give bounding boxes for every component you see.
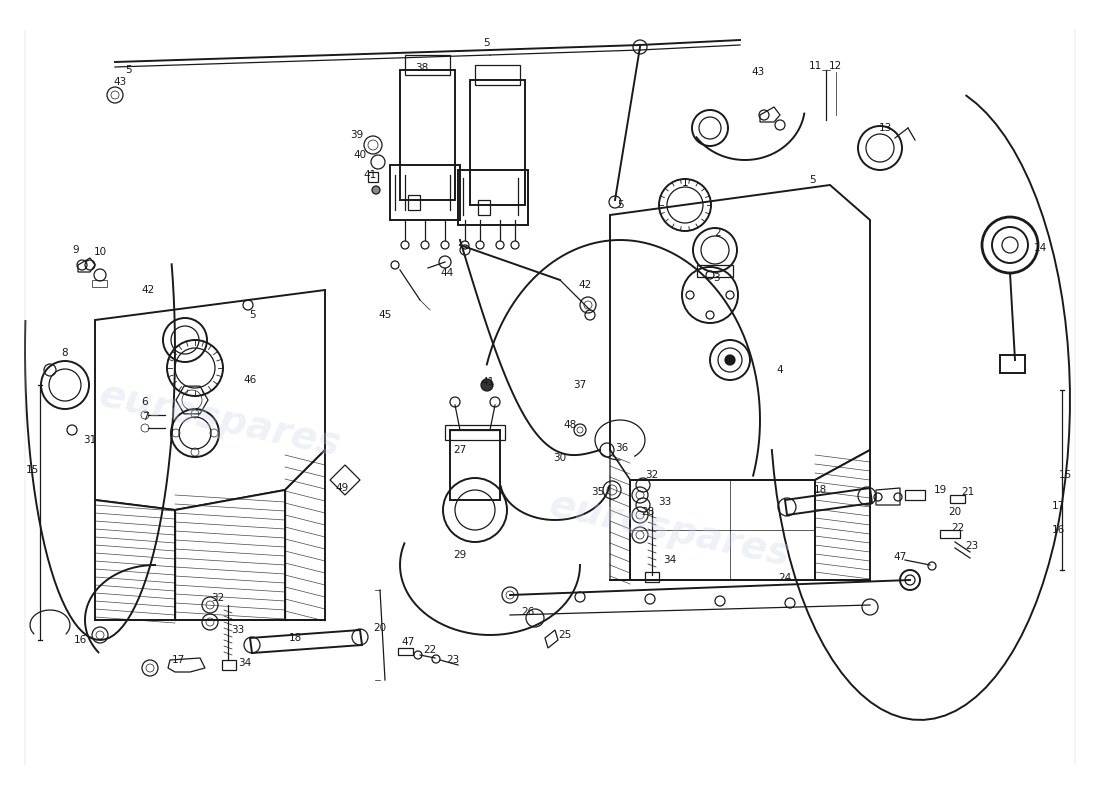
- Circle shape: [481, 379, 493, 391]
- Text: 3: 3: [713, 273, 719, 283]
- Text: 30: 30: [553, 453, 566, 463]
- Text: 38: 38: [416, 63, 429, 73]
- Text: 39: 39: [351, 130, 364, 140]
- Text: 18: 18: [813, 485, 826, 495]
- Text: 20: 20: [373, 623, 386, 633]
- Bar: [92, 280, 107, 287]
- Text: 47: 47: [893, 552, 906, 562]
- Text: 42: 42: [579, 280, 592, 290]
- Text: 22: 22: [952, 523, 965, 533]
- Text: eurospares: eurospares: [546, 486, 794, 574]
- Text: 22: 22: [424, 645, 437, 655]
- Bar: [400, 70, 455, 200]
- Text: 31: 31: [84, 435, 97, 445]
- Circle shape: [372, 186, 379, 194]
- Text: 5: 5: [484, 38, 491, 48]
- Text: 24: 24: [779, 573, 792, 583]
- Text: 41: 41: [363, 170, 376, 180]
- Text: 19: 19: [934, 485, 947, 495]
- Text: 15: 15: [25, 465, 39, 475]
- Text: 46: 46: [243, 375, 256, 385]
- Text: 37: 37: [573, 380, 586, 390]
- Text: 17: 17: [172, 655, 185, 665]
- Text: 5: 5: [124, 65, 131, 75]
- Text: 32: 32: [211, 593, 224, 603]
- Bar: [697, 265, 733, 277]
- Text: 26: 26: [521, 607, 535, 617]
- Text: 35: 35: [592, 487, 605, 497]
- Text: 43: 43: [113, 77, 127, 87]
- Text: 32: 32: [646, 470, 659, 480]
- Text: 5: 5: [808, 175, 815, 185]
- Text: 9: 9: [73, 245, 79, 255]
- Text: 28: 28: [641, 507, 654, 517]
- Text: 48: 48: [563, 420, 576, 430]
- Text: 14: 14: [1033, 243, 1046, 253]
- Text: 5: 5: [250, 310, 256, 320]
- Text: 34: 34: [239, 658, 252, 668]
- Text: 20: 20: [948, 507, 961, 517]
- Polygon shape: [175, 490, 285, 620]
- Text: 43: 43: [751, 67, 764, 77]
- Bar: [450, 430, 500, 500]
- Bar: [470, 80, 525, 205]
- Text: 15: 15: [1058, 470, 1071, 480]
- Bar: [222, 660, 236, 670]
- Text: 45: 45: [378, 310, 392, 320]
- Text: 27: 27: [453, 445, 466, 455]
- Text: 23: 23: [447, 655, 460, 665]
- Text: 11: 11: [808, 61, 822, 71]
- Text: 6: 6: [142, 397, 148, 407]
- Text: 5: 5: [617, 200, 624, 210]
- Polygon shape: [95, 500, 175, 620]
- Text: 21: 21: [961, 487, 975, 497]
- Text: 1: 1: [682, 178, 689, 188]
- Text: 8: 8: [62, 348, 68, 358]
- Bar: [1000, 355, 1025, 373]
- Bar: [478, 200, 490, 215]
- Text: 2: 2: [715, 228, 722, 238]
- Text: 25: 25: [559, 630, 572, 640]
- Bar: [950, 495, 965, 503]
- Bar: [408, 195, 420, 210]
- Text: 40: 40: [353, 150, 366, 160]
- Bar: [390, 165, 460, 220]
- Bar: [405, 55, 450, 75]
- Text: 29: 29: [453, 550, 466, 560]
- Text: 36: 36: [615, 443, 628, 453]
- Text: 18: 18: [288, 633, 301, 643]
- Text: 16: 16: [1052, 525, 1065, 535]
- Bar: [458, 170, 528, 225]
- Text: 13: 13: [879, 123, 892, 133]
- Bar: [905, 490, 925, 500]
- Text: 34: 34: [663, 555, 676, 565]
- Text: 41: 41: [482, 377, 495, 387]
- Bar: [398, 648, 412, 655]
- Text: 23: 23: [966, 541, 979, 551]
- Bar: [475, 65, 520, 85]
- Text: 44: 44: [440, 268, 453, 278]
- Text: 47: 47: [402, 637, 415, 647]
- Polygon shape: [285, 450, 324, 620]
- Text: 7: 7: [142, 412, 148, 422]
- Text: 33: 33: [231, 625, 244, 635]
- Polygon shape: [610, 450, 630, 580]
- Text: eurospares: eurospares: [96, 376, 344, 464]
- Text: 17: 17: [1052, 501, 1065, 511]
- Text: 33: 33: [659, 497, 672, 507]
- Bar: [940, 530, 960, 538]
- Text: 4: 4: [777, 365, 783, 375]
- Polygon shape: [815, 450, 870, 580]
- Bar: [446, 425, 505, 440]
- Text: 42: 42: [142, 285, 155, 295]
- Text: 16: 16: [74, 635, 87, 645]
- Text: 10: 10: [94, 247, 107, 257]
- Bar: [645, 572, 659, 582]
- Text: 49: 49: [336, 483, 349, 493]
- Circle shape: [725, 355, 735, 365]
- Bar: [368, 172, 378, 182]
- Text: 12: 12: [828, 61, 842, 71]
